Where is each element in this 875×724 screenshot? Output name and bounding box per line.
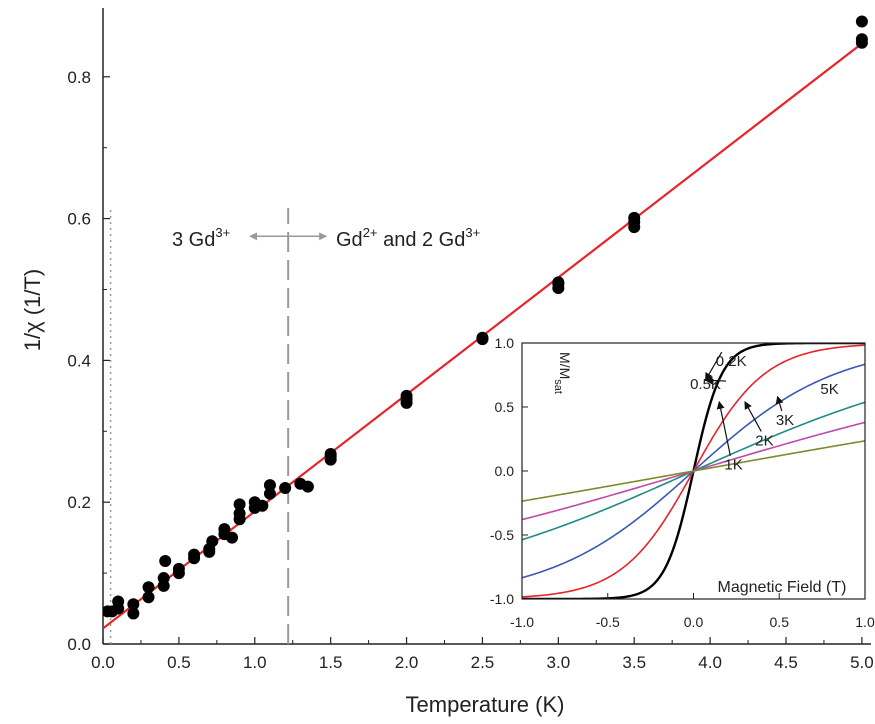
x-tick-label: 2.5	[471, 653, 495, 672]
left-region-base: 3 Gd	[172, 229, 215, 251]
data-point	[172, 562, 185, 575]
left-region-label: 3 Gd3+	[172, 225, 230, 251]
data-point	[855, 15, 868, 28]
region-labels: 3 Gd3+ Gd2+ and 2 Gd3+	[172, 225, 480, 251]
right-region-sup2: 3+	[465, 225, 480, 240]
x-tick-label: 4.0	[698, 653, 722, 672]
inset-x-tick-label: -1.0	[510, 614, 534, 630]
x-tick-label: 2.0	[395, 653, 419, 672]
y-axis-title: 1/χ (1/T)	[20, 269, 45, 351]
x-tick-label: 0.0	[91, 653, 115, 672]
inset-chart: -1.0 -0.5 0.0 0.5 1.0 1.0 0.5 0.0 -0.5 -1.0 M/Msa…	[490, 335, 875, 630]
inset-label-3K: 3K	[776, 412, 794, 429]
data-point	[112, 595, 125, 608]
data-point	[142, 591, 155, 604]
inset-y-tick-label: -1.0	[490, 591, 514, 607]
inset-arrow-2K	[744, 401, 762, 432]
data-points	[103, 15, 868, 620]
data-point	[127, 607, 140, 620]
y-tick-label: 0.8	[67, 68, 91, 87]
right-region-mid: and 2 Gd	[378, 229, 466, 251]
data-point	[159, 555, 172, 568]
inset-arrow-0.2K	[704, 351, 723, 381]
data-point	[233, 498, 246, 511]
x-tick-label: 3.5	[622, 653, 646, 672]
inset-y-title-main: M/M	[557, 352, 573, 379]
x-tick-label: 3.0	[547, 653, 571, 672]
x-tick-label: 1.5	[319, 653, 343, 672]
x-tick-label: 1.0	[243, 653, 267, 672]
data-point	[142, 581, 155, 594]
left-region-sup: 3+	[215, 225, 230, 240]
inset-arrow-3K	[775, 395, 784, 412]
y-tick-label: 0.6	[67, 210, 91, 229]
y-tick-label: 0.4	[67, 351, 91, 370]
y-tick-label: 0.0	[67, 635, 91, 654]
main-ticks: 0.0 0.5 1.0 1.5 2.0 2.5 3.0 3.5 4.0 4.5 5.0 0.0 0.2 0…	[67, 68, 873, 672]
inset-x-title: Magnetic Field (T)	[718, 579, 847, 596]
inset-ticks: -1.0 -0.5 0.0 0.5 1.0 1.0 0.5 0.0 -0.5 -1.0	[490, 335, 875, 630]
right-region-label: Gd2+ and 2 Gd3+	[336, 225, 480, 251]
y-tick-label: 0.2	[67, 493, 91, 512]
data-point	[476, 331, 489, 344]
data-point	[301, 480, 314, 493]
inset-label-0.2K: 0.2K	[716, 353, 747, 370]
data-point	[628, 211, 641, 224]
inset-label-2K: 2K	[755, 432, 773, 449]
inset-x-tick-label: 0.5	[770, 614, 790, 630]
x-tick-label: 4.5	[774, 653, 798, 672]
inset-arrow-0.5K	[704, 376, 727, 385]
data-point	[226, 531, 239, 544]
data-point	[400, 389, 413, 402]
inset-curve-5K	[522, 440, 865, 502]
data-point	[218, 523, 231, 536]
right-region-sup1: 2+	[363, 225, 378, 240]
inset-label-0.5K: 0.5K	[690, 376, 721, 393]
inset-x-tick-label: -0.5	[596, 614, 620, 630]
x-axis-title: Temperature (K)	[406, 692, 565, 717]
inset-x-tick-label: 0.0	[684, 614, 704, 630]
inset-y-title: M/Msat	[552, 352, 573, 394]
data-point	[127, 598, 140, 611]
inset-label-1K: 1K	[724, 457, 742, 474]
inset-arrow-1K	[716, 400, 731, 456]
inset-y-title-sub: sat	[552, 379, 564, 394]
data-point	[256, 499, 269, 512]
inset-y-tick-label: 1.0	[495, 335, 515, 351]
data-point	[855, 33, 868, 46]
x-tick-label: 0.5	[167, 653, 191, 672]
data-point	[206, 535, 219, 548]
inset-y-tick-label: -0.5	[490, 527, 514, 543]
data-point	[188, 552, 201, 565]
inset-y-tick-label: 0.0	[495, 463, 515, 479]
data-point	[552, 276, 565, 289]
data-point	[233, 507, 246, 520]
inset-y-tick-label: 0.5	[495, 399, 515, 415]
inset-label-5K: 5K	[820, 381, 838, 398]
inset-x-tick-label: 1.0	[855, 614, 875, 630]
right-region-base1: Gd	[336, 229, 363, 251]
data-point	[324, 447, 337, 460]
data-point	[263, 487, 276, 500]
vertical-markers	[109, 207, 290, 644]
main-axes	[102, 8, 871, 645]
data-point	[157, 572, 170, 585]
data-point	[263, 479, 276, 492]
x-tick-label: 5.0	[850, 653, 874, 672]
data-point	[279, 482, 292, 495]
